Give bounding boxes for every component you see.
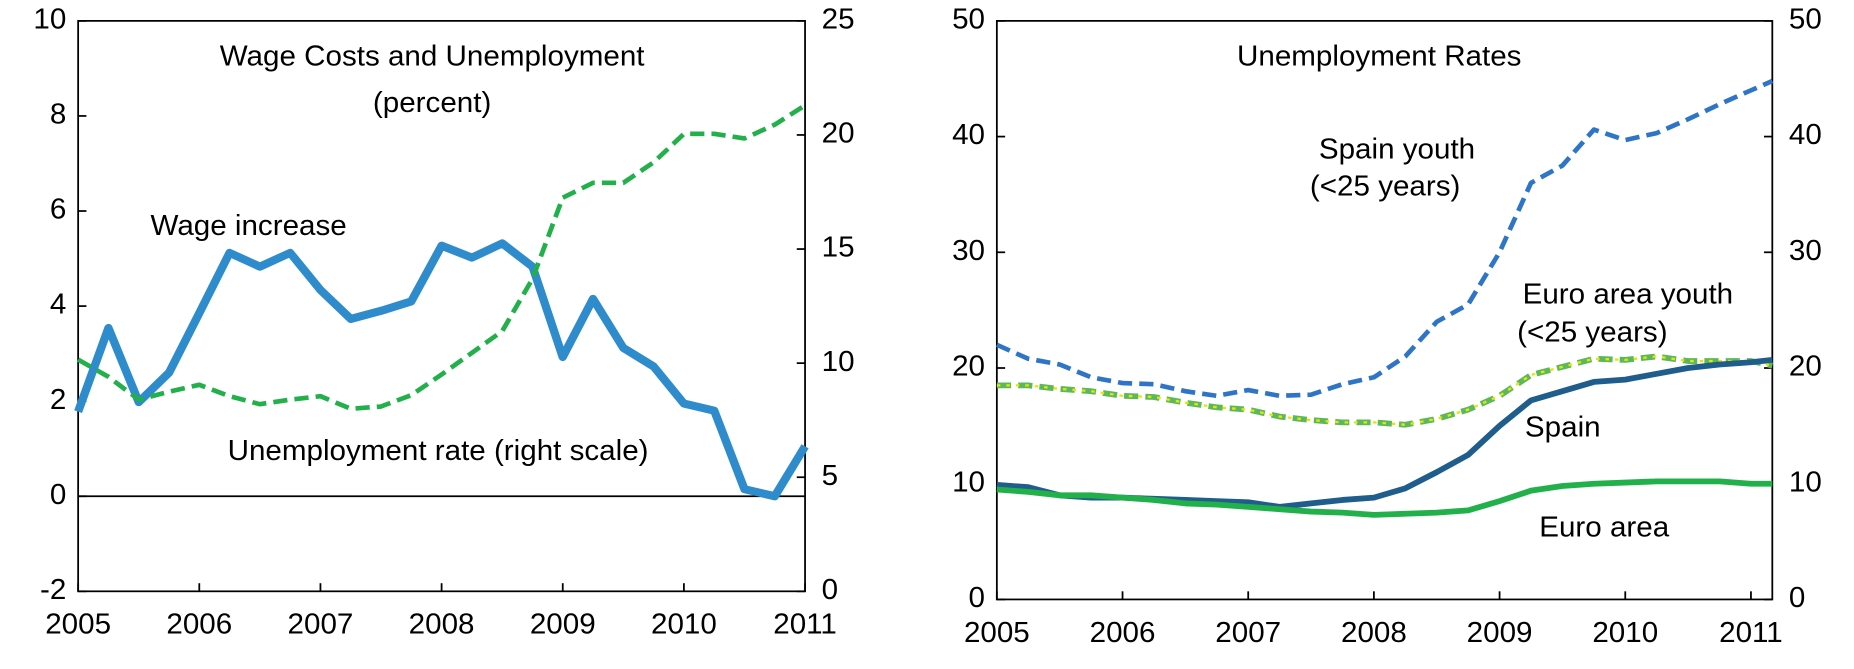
annotation: Unemployment rate (right scale) — [228, 434, 649, 467]
series-line — [996, 357, 1773, 510]
series-line — [996, 353, 1773, 428]
x-tick-label: 2010 — [1592, 616, 1658, 649]
x-tick-label: 2005 — [964, 616, 1030, 649]
y-tick-label: 10 — [952, 466, 985, 499]
y2-tick-label: 10 — [1789, 466, 1822, 499]
y2-tick-label: 0 — [1789, 581, 1805, 614]
x-tick-label: 2008 — [409, 608, 475, 641]
series-line — [76, 103, 807, 412]
series-line-overlay — [996, 355, 1773, 426]
x-tick-label: 2009 — [530, 608, 596, 641]
annotation: (<25 years) — [1310, 170, 1460, 203]
annotation: (<25 years) — [1517, 316, 1667, 349]
y2-tick-label: 0 — [822, 573, 838, 606]
y-tick-label: 4 — [50, 288, 66, 321]
y2-tick-label: 20 — [822, 117, 855, 150]
y-tick-label: 0 — [969, 581, 985, 614]
x-tick-label: 2005 — [45, 608, 111, 641]
y2-tick-label: 5 — [822, 459, 838, 492]
x-tick-label: 2009 — [1467, 616, 1533, 649]
y2-tick-label: 10 — [822, 345, 855, 378]
annotation: Euro area youth — [1523, 278, 1734, 311]
y-tick-label: 30 — [952, 234, 985, 267]
x-tick-label: 2007 — [288, 608, 354, 641]
annotation: Wage increase — [151, 209, 347, 242]
x-tick-label: 2011 — [1719, 616, 1783, 649]
y-tick-label: 6 — [50, 193, 66, 226]
x-tick-label: 2008 — [1341, 616, 1407, 649]
annotation: Spain youth — [1319, 133, 1475, 166]
y2-tick-label: 40 — [1789, 119, 1822, 152]
y2-tick-label: 20 — [1789, 350, 1822, 383]
y-tick-label: -2 — [40, 573, 66, 606]
chart-subtitle: (percent) — [373, 86, 491, 119]
y-tick-label: 8 — [50, 98, 66, 131]
y-tick-label: 40 — [952, 119, 985, 152]
x-tick-label: 2007 — [1215, 616, 1281, 649]
plot-frame — [995, 20, 1774, 601]
y2-tick-label: 30 — [1789, 234, 1822, 267]
series-line — [996, 478, 1773, 518]
x-tick-label: 2010 — [651, 608, 717, 641]
annotation: Euro area — [1539, 511, 1670, 544]
y-tick-label: 50 — [952, 3, 985, 36]
series-line — [74, 239, 809, 501]
annotation: Spain — [1525, 411, 1601, 444]
series-line — [995, 78, 1774, 399]
chart-title: Wage Costs and Unemployment — [220, 40, 645, 73]
y2-tick-label: 15 — [822, 231, 855, 264]
y-tick-label: 20 — [952, 350, 985, 383]
y-tick-label: 2 — [50, 383, 66, 416]
y2-tick-label: 50 — [1789, 3, 1822, 36]
y2-tick-label: 25 — [822, 3, 855, 36]
chart-title: Unemployment Rates — [1237, 40, 1521, 73]
y-tick-label: 0 — [50, 478, 66, 511]
x-tick-label: 2006 — [1090, 616, 1156, 649]
x-tick-label: 2006 — [166, 608, 232, 641]
y-tick-label: 10 — [33, 3, 66, 36]
x-tick-label: 2011 — [773, 608, 837, 641]
